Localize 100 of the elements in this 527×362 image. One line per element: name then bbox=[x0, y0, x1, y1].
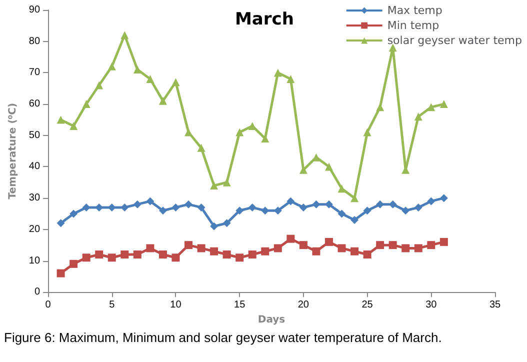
point bbox=[197, 244, 206, 252]
x-tick-label: 30 bbox=[426, 300, 438, 311]
point bbox=[172, 203, 180, 212]
y-tick-label: 10 bbox=[28, 255, 40, 266]
point bbox=[210, 222, 218, 230]
y-tick-label: 50 bbox=[28, 130, 40, 141]
x-tick-label: 35 bbox=[489, 300, 501, 311]
point bbox=[82, 203, 90, 212]
point bbox=[70, 122, 78, 130]
x-tick-label: 25 bbox=[362, 300, 374, 311]
point bbox=[70, 260, 78, 268]
point bbox=[350, 247, 359, 256]
point bbox=[172, 254, 180, 262]
point bbox=[312, 247, 320, 256]
point bbox=[108, 254, 116, 262]
x-tick-label: 20 bbox=[298, 300, 310, 311]
point bbox=[184, 128, 192, 136]
y-tick-label: 20 bbox=[28, 224, 40, 235]
point bbox=[402, 244, 410, 252]
point bbox=[427, 103, 436, 112]
y-tick-label: 30 bbox=[28, 192, 40, 204]
y-tick-label: 60 bbox=[28, 98, 40, 110]
point bbox=[82, 100, 90, 108]
point bbox=[338, 210, 346, 218]
point bbox=[95, 250, 104, 258]
caption: Figure 6: Maximum, Minimum and solar geyser water temperature of March. bbox=[3, 330, 443, 345]
point bbox=[402, 206, 410, 215]
x-tick-label: 5 bbox=[109, 300, 116, 311]
point bbox=[210, 182, 218, 190]
point bbox=[210, 247, 218, 256]
point bbox=[261, 247, 270, 256]
point bbox=[56, 219, 65, 228]
y-axis-title: Temperature (⁰C) bbox=[8, 102, 18, 200]
point bbox=[274, 244, 282, 252]
point bbox=[56, 116, 65, 124]
point bbox=[95, 81, 104, 90]
point bbox=[133, 200, 142, 208]
point bbox=[222, 219, 231, 228]
point bbox=[414, 112, 422, 121]
point bbox=[299, 241, 308, 250]
point bbox=[248, 250, 256, 258]
point bbox=[440, 194, 448, 202]
point bbox=[338, 184, 346, 193]
point bbox=[376, 103, 384, 112]
point bbox=[197, 203, 206, 212]
y-tick-label: 70 bbox=[28, 67, 40, 78]
point bbox=[133, 66, 142, 74]
point bbox=[222, 178, 231, 186]
point bbox=[261, 134, 270, 143]
point bbox=[299, 203, 308, 212]
point bbox=[236, 128, 244, 136]
point bbox=[197, 144, 206, 152]
point bbox=[427, 241, 436, 250]
point bbox=[376, 241, 384, 250]
chart-title: March bbox=[235, 10, 294, 30]
point bbox=[236, 254, 244, 262]
point bbox=[286, 197, 295, 206]
point bbox=[324, 238, 333, 246]
point bbox=[363, 128, 372, 136]
point bbox=[350, 194, 359, 202]
y-tick-label: 80 bbox=[28, 36, 40, 47]
point bbox=[274, 68, 282, 77]
point bbox=[56, 269, 65, 278]
legend-label: solar geyser water temp bbox=[387, 34, 522, 47]
point bbox=[338, 244, 346, 252]
y-tick-label: 0 bbox=[34, 286, 40, 298]
point bbox=[427, 197, 436, 206]
point bbox=[261, 206, 270, 215]
point bbox=[133, 250, 142, 258]
point bbox=[108, 62, 116, 70]
point bbox=[146, 197, 154, 206]
point bbox=[286, 234, 295, 243]
y-tick-label: 90 bbox=[28, 4, 40, 16]
point bbox=[286, 74, 295, 83]
point bbox=[158, 96, 167, 105]
point bbox=[363, 250, 372, 258]
point bbox=[350, 216, 359, 224]
legend-label: Max temp bbox=[387, 4, 442, 17]
point bbox=[440, 100, 448, 108]
point bbox=[158, 206, 167, 215]
point bbox=[388, 241, 397, 250]
point bbox=[222, 250, 231, 258]
point bbox=[120, 203, 129, 212]
point bbox=[184, 241, 192, 250]
point bbox=[70, 210, 78, 218]
point bbox=[440, 238, 448, 246]
point bbox=[363, 206, 372, 215]
legend-label: Min temp bbox=[387, 19, 440, 32]
point bbox=[120, 31, 129, 40]
x-tick-label: 15 bbox=[234, 300, 246, 311]
point bbox=[324, 162, 333, 171]
y-tick-label: 40 bbox=[28, 161, 40, 172]
point bbox=[312, 200, 320, 208]
x-axis-title: Days bbox=[258, 314, 286, 326]
point bbox=[414, 244, 422, 252]
x-tick-label: 10 bbox=[170, 300, 182, 311]
point bbox=[146, 244, 154, 252]
point bbox=[184, 200, 192, 208]
point bbox=[172, 78, 180, 86]
point bbox=[414, 203, 422, 212]
